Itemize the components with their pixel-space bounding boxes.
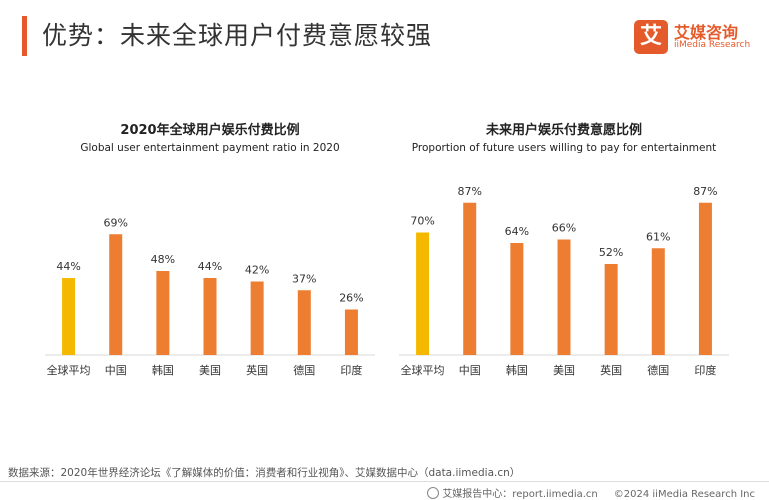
bar-1 <box>109 234 123 355</box>
category-label-6: 印度 <box>340 363 362 377</box>
category-label-5: 德国 <box>293 363 315 377</box>
report-center-icon <box>427 487 440 499</box>
category-label-0: 全球平均 <box>47 363 91 377</box>
value-label-0: 44% <box>56 260 80 273</box>
value-label-5: 37% <box>292 272 316 285</box>
title-accent-bar <box>22 16 27 56</box>
bar-2 <box>156 271 170 355</box>
copyright-text: ©2024 iiMedia Research Inc <box>613 489 755 500</box>
value-label-2: 64% <box>505 225 529 238</box>
category-label-3: 美国 <box>553 364 575 377</box>
report-center-link[interactable]: 艾媒报告中心：report.iimedia.cn <box>442 489 598 500</box>
value-label-6: 87% <box>693 185 717 198</box>
data-source-note: 数据来源：2020年世界经济论坛《了解媒体的价值：消费者和行业视角》、艾媒数据中… <box>8 467 521 479</box>
value-label-1: 69% <box>103 216 127 229</box>
category-label-5: 德国 <box>647 363 669 377</box>
bar-6 <box>698 202 712 355</box>
value-label-2: 48% <box>151 253 175 266</box>
logo-mark-icon: 艾 <box>634 20 668 54</box>
category-label-6: 印度 <box>694 363 716 377</box>
category-label-1: 中国 <box>459 364 481 377</box>
brand-logo: 艾 艾媒咨询 iiMedia Research <box>634 20 764 60</box>
value-label-3: 66% <box>552 222 576 235</box>
value-label-5: 61% <box>646 230 670 243</box>
bar-1 <box>463 202 477 355</box>
category-label-2: 韩国 <box>152 363 174 377</box>
bar-4 <box>250 281 264 355</box>
chart-2-plot: 70% 全球平均 87% 中国 64% 韩国 66% 美国 52% 英国 61% 德国 87% 印度 <box>399 185 729 377</box>
value-label-1: 87% <box>457 185 481 198</box>
footer: 艾媒报告中心：report.iimedia.cn ©2024 iiMedia Re… <box>427 485 755 500</box>
value-label-6: 26% <box>339 292 363 305</box>
value-label-0: 70% <box>410 215 434 228</box>
category-label-1: 中国 <box>105 364 127 377</box>
category-label-2: 韩国 <box>506 363 528 377</box>
bar-2 <box>510 243 524 355</box>
chart-1-subtitle: Global user entertainment payment ratio … <box>80 142 340 154</box>
value-label-4: 52% <box>599 246 623 259</box>
bar-0 <box>416 232 430 355</box>
category-label-4: 英国 <box>246 363 268 377</box>
page-title: 优势：未来全球用户付费意愿较强 <box>42 21 433 50</box>
chart-1-plot: 44% 全球平均 69% 中国 48% 韩国 44% 美国 42% 英国 37% 德国 26% 印度 <box>45 216 375 377</box>
logo-subtitle: iiMedia Research <box>674 40 751 50</box>
bar-4 <box>604 264 618 355</box>
bar-5 <box>651 248 665 355</box>
chart-2-title: 未来用户娱乐付费意愿比例 <box>485 123 642 138</box>
bar-6 <box>344 309 358 355</box>
value-label-3: 44% <box>198 260 222 273</box>
category-label-4: 英国 <box>600 363 622 377</box>
footer-divider <box>0 481 769 482</box>
chart-1-title: 2020年全球用户娱乐付费比例 <box>120 123 300 138</box>
chart-2-subtitle: Proportion of future users willing to pa… <box>411 142 717 154</box>
category-label-3: 美国 <box>199 364 221 377</box>
category-label-0: 全球平均 <box>401 363 445 377</box>
bar-3 <box>557 239 571 355</box>
bar-0 <box>62 278 76 355</box>
bar-5 <box>297 290 311 355</box>
bar-3 <box>203 278 217 355</box>
logo-name: 艾媒咨询 <box>674 23 739 42</box>
value-label-4: 42% <box>245 264 269 277</box>
